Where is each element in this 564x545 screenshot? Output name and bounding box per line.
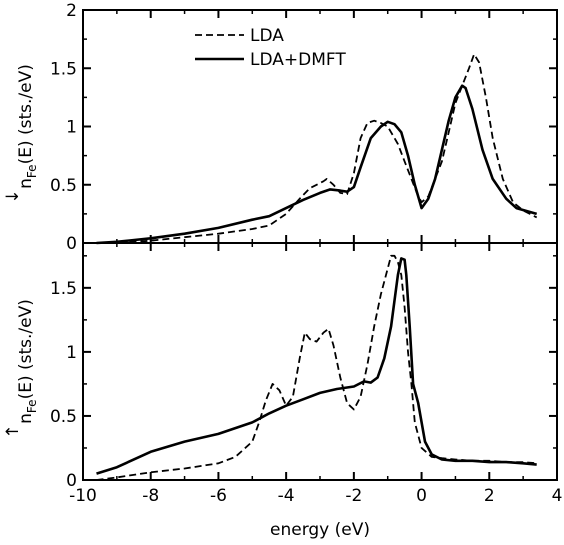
y-title-main: n: [16, 178, 36, 189]
y-title-sub: Fe: [25, 399, 39, 413]
y-tick-label: 1: [66, 118, 77, 138]
bottom-plot-frame: [82, 242, 558, 481]
y-tick-label: 0.5: [50, 407, 77, 427]
y-title-rest: (E) (sts./eV): [16, 299, 36, 399]
y-tick-label: 0: [66, 471, 77, 491]
y-title-main: n: [16, 413, 36, 424]
y-tick-label: 1.5: [50, 279, 77, 299]
y-title-sub: Fe: [25, 164, 39, 178]
legend: LDA LDA+DMFT: [195, 26, 346, 70]
bottom-series-lda-dmft-line: [96, 257, 537, 475]
x-tick-label: 2: [484, 486, 495, 506]
top-spin-arrow: ↓: [3, 189, 23, 203]
y-tick-label: 2: [66, 1, 77, 21]
bottom-y-axis-title: nFe(E) (sts./eV): [16, 299, 39, 424]
y-title-rest: (E) (sts./eV): [16, 64, 36, 164]
top-plot-frame: [82, 9, 558, 244]
x-tick-label: -2: [345, 486, 362, 506]
y-tick-label: 1.5: [50, 59, 77, 79]
legend-label-lda-dmft: LDA+DMFT: [250, 50, 346, 70]
x-tick-label: -8: [142, 486, 159, 506]
bottom-spin-arrow: ↑: [3, 424, 23, 438]
x-tick-label: -6: [210, 486, 227, 506]
legend-label-lda: LDA: [250, 26, 284, 46]
x-tick-label: 4: [552, 486, 563, 506]
y-tick-label: 0.5: [50, 176, 77, 196]
x-axis-title: energy (eV): [270, 520, 370, 540]
top-series-lda-line: [96, 53, 538, 244]
x-tick-label: -10: [69, 486, 97, 506]
y-tick-label: 0: [66, 234, 77, 254]
top-series-lda-dmft-line: [96, 84, 538, 245]
top-y-axis-title: nFe(E) (sts./eV): [16, 64, 39, 189]
y-tick-label: 1: [66, 343, 77, 363]
bottom-series-lda-line: [96, 254, 537, 481]
x-tick-label: 0: [416, 486, 427, 506]
x-tick-label: -4: [278, 486, 295, 506]
